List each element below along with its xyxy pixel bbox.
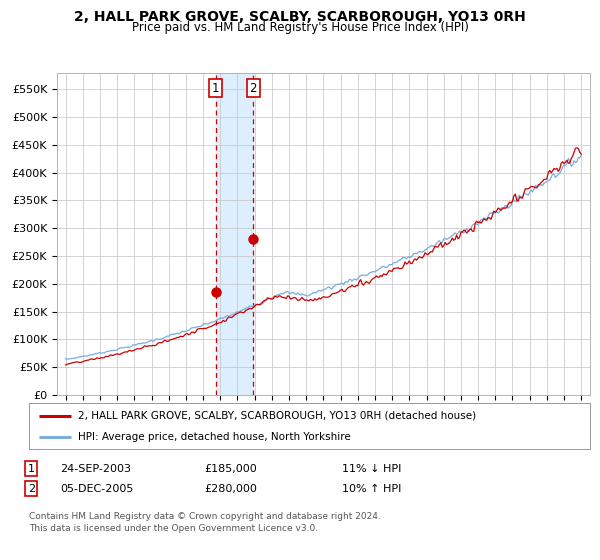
Text: 24-SEP-2003: 24-SEP-2003 [60, 464, 131, 474]
Text: 1: 1 [28, 464, 35, 474]
Text: Contains HM Land Registry data © Crown copyright and database right 2024.
This d: Contains HM Land Registry data © Crown c… [29, 512, 380, 533]
Text: 2, HALL PARK GROVE, SCALBY, SCARBOROUGH, YO13 0RH (detached house): 2, HALL PARK GROVE, SCALBY, SCARBOROUGH,… [78, 410, 476, 421]
Text: £280,000: £280,000 [204, 484, 257, 494]
Text: 2: 2 [28, 484, 35, 494]
Text: 1: 1 [212, 82, 220, 95]
Text: 2: 2 [250, 82, 257, 95]
Text: 2, HALL PARK GROVE, SCALBY, SCARBOROUGH, YO13 0RH: 2, HALL PARK GROVE, SCALBY, SCARBOROUGH,… [74, 10, 526, 24]
Text: HPI: Average price, detached house, North Yorkshire: HPI: Average price, detached house, Nort… [78, 432, 351, 442]
Text: 10% ↑ HPI: 10% ↑ HPI [342, 484, 401, 494]
Text: 11% ↓ HPI: 11% ↓ HPI [342, 464, 401, 474]
Text: 05-DEC-2005: 05-DEC-2005 [60, 484, 133, 494]
Bar [215, 73, 253, 395]
Text: £185,000: £185,000 [204, 464, 257, 474]
Text: Price paid vs. HM Land Registry's House Price Index (HPI): Price paid vs. HM Land Registry's House … [131, 21, 469, 34]
